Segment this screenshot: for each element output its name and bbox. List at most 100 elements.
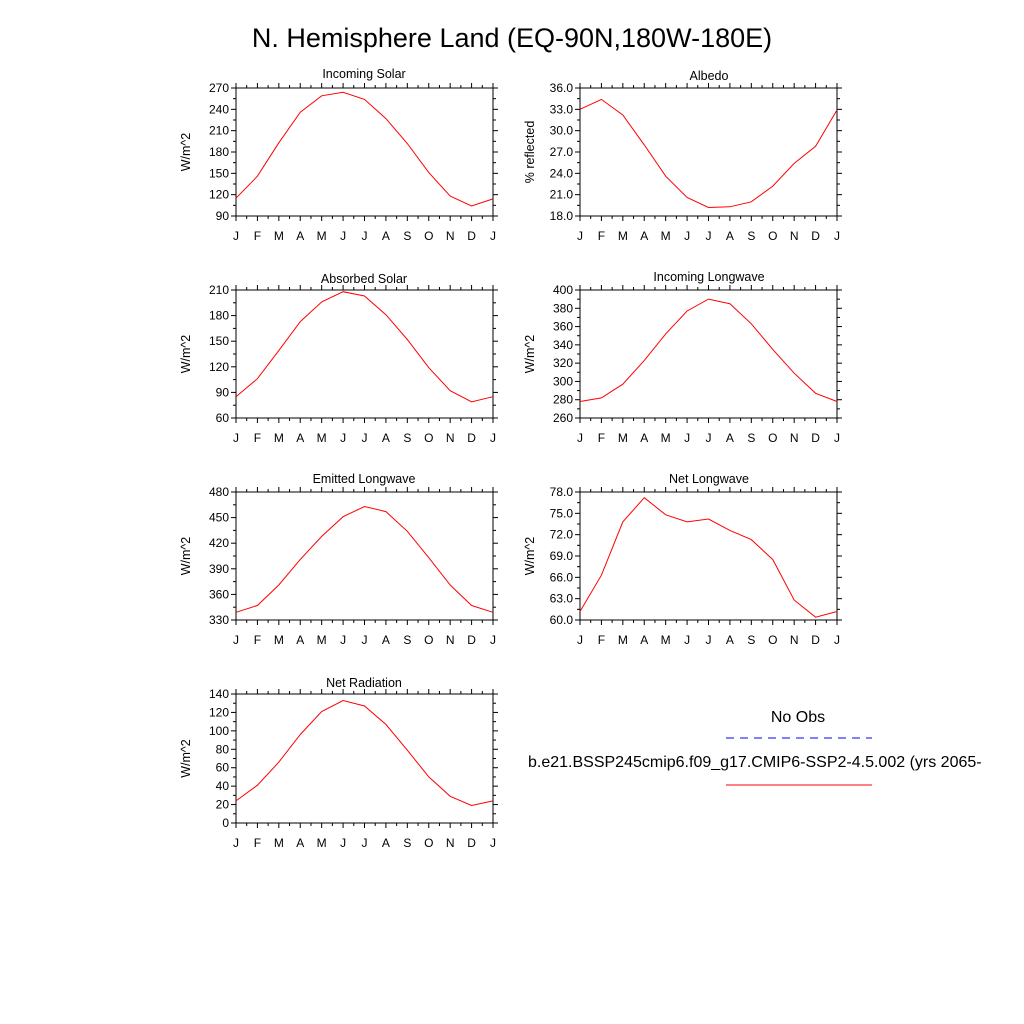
emitted-longwave-xtick-label: N bbox=[446, 633, 455, 647]
net-radiation-xtick-label: O bbox=[424, 836, 433, 850]
absorbed-solar-xtick-label: F bbox=[254, 431, 261, 445]
incoming-longwave-xtick-label: D bbox=[811, 431, 820, 445]
emitted-longwave-ytick-label: 480 bbox=[209, 485, 229, 499]
albedo-ylabel: % reflected bbox=[523, 121, 537, 184]
net-radiation-ytick-label: 140 bbox=[209, 687, 229, 701]
absorbed-solar-xtick-label: O bbox=[424, 431, 433, 445]
incoming-longwave-xtick-label: S bbox=[747, 431, 755, 445]
emitted-longwave-xtick-label: O bbox=[424, 633, 433, 647]
absorbed-solar-xtick-label: S bbox=[403, 431, 411, 445]
net-longwave-xtick-label: F bbox=[598, 633, 605, 647]
net-radiation-ytick-label: 120 bbox=[209, 705, 229, 719]
absorbed-solar-ytick-label: 90 bbox=[216, 385, 230, 399]
absorbed-solar-ytick-label: 210 bbox=[209, 283, 229, 297]
albedo-ytick-label: 24.0 bbox=[550, 166, 574, 180]
albedo-xtick-label: J bbox=[834, 229, 840, 243]
emitted-longwave-xtick-label: J bbox=[233, 633, 239, 647]
net-longwave-ytick-label: 72.0 bbox=[550, 528, 574, 542]
absorbed-solar-xtick-label: J bbox=[490, 431, 496, 445]
incoming-longwave-xtick-label: A bbox=[726, 431, 734, 445]
emitted-longwave-series-line bbox=[235, 505, 494, 613]
albedo-ytick-label: 33.0 bbox=[550, 102, 574, 116]
incoming-solar-xtick-label: A bbox=[296, 229, 304, 243]
absorbed-solar-ytick-label: 180 bbox=[209, 309, 229, 323]
incoming-solar-ylabel: W/m^2 bbox=[179, 133, 193, 172]
incoming-longwave-xtick-label: O bbox=[768, 431, 777, 445]
incoming-longwave-series-line bbox=[579, 298, 838, 402]
net-longwave-xtick-label: O bbox=[768, 633, 777, 647]
albedo-series-line bbox=[579, 98, 838, 209]
emitted-longwave-ytick-label: 450 bbox=[209, 511, 229, 525]
emitted-longwave-xtick-label: F bbox=[254, 633, 261, 647]
net-longwave-ytick-label: 63.0 bbox=[550, 592, 574, 606]
emitted-longwave-ytick-label: 420 bbox=[209, 536, 229, 550]
albedo-xtick-label: A bbox=[726, 229, 734, 243]
net-longwave-ytick-label: 69.0 bbox=[550, 549, 574, 563]
incoming-solar-ytick-label: 270 bbox=[209, 81, 229, 95]
net-radiation-xtick-label: M bbox=[317, 836, 327, 850]
net-radiation-ytick-label: 100 bbox=[209, 724, 229, 738]
net-longwave-xtick-label: N bbox=[790, 633, 799, 647]
incoming-solar-xtick-label: J bbox=[340, 229, 346, 243]
incoming-solar-ytick-label: 120 bbox=[209, 188, 229, 202]
absorbed-solar-frame bbox=[235, 289, 494, 419]
incoming-longwave-ytick-label: 360 bbox=[553, 320, 573, 334]
absorbed-solar-series-line bbox=[235, 291, 494, 403]
emitted-longwave-ylabel: W/m^2 bbox=[179, 537, 193, 576]
incoming-solar-xtick-label: J bbox=[490, 229, 496, 243]
albedo-xtick-label: J bbox=[684, 229, 690, 243]
net-radiation-xtick-label: D bbox=[467, 836, 476, 850]
net-longwave-xtick-label: D bbox=[811, 633, 820, 647]
incoming-solar-title: Incoming Solar bbox=[322, 67, 405, 81]
emitted-longwave-xtick-label: J bbox=[362, 633, 368, 647]
incoming-solar-xtick-label: D bbox=[467, 229, 476, 243]
net-radiation-ytick-label: 0 bbox=[222, 816, 229, 830]
albedo-ytick-label: 21.0 bbox=[550, 188, 574, 202]
net-longwave-title: Net Longwave bbox=[669, 472, 749, 486]
net-longwave-xtick-label: J bbox=[706, 633, 712, 647]
absorbed-solar-xtick-label: D bbox=[467, 431, 476, 445]
incoming-solar-frame bbox=[235, 87, 494, 217]
incoming-longwave-xtick-label: M bbox=[661, 431, 671, 445]
incoming-longwave-ytick-label: 320 bbox=[553, 356, 573, 370]
emitted-longwave-xtick-label: A bbox=[296, 633, 304, 647]
net-longwave-xtick-label: A bbox=[726, 633, 734, 647]
legend: No Obs b.e21.BSSP245cmip6.f09_g17.CMIP6-… bbox=[528, 709, 982, 786]
absorbed-solar-ylabel: W/m^2 bbox=[179, 335, 193, 374]
absorbed-solar-xtick-label: J bbox=[362, 431, 368, 445]
incoming-longwave-xtick-label: J bbox=[834, 431, 840, 445]
net-longwave-ytick-label: 60.0 bbox=[550, 613, 574, 627]
net-radiation-xtick-label: F bbox=[254, 836, 261, 850]
net-radiation-title: Net Radiation bbox=[326, 676, 402, 690]
emitted-longwave-ytick-label: 330 bbox=[209, 613, 229, 627]
absorbed-solar-xtick-label: A bbox=[296, 431, 304, 445]
emitted-longwave-frame bbox=[235, 491, 494, 621]
legend-model-label: b.e21.BSSP245cmip6.f09_g17.CMIP6-SSP2-4.… bbox=[528, 754, 982, 771]
net-longwave-xtick-label: M bbox=[661, 633, 671, 647]
net-longwave-xtick-label: S bbox=[747, 633, 755, 647]
net-radiation-xtick-label: S bbox=[403, 836, 411, 850]
incoming-solar-series-line bbox=[235, 91, 494, 207]
incoming-longwave-ytick-label: 380 bbox=[553, 301, 573, 315]
net-radiation-xtick-label: J bbox=[362, 836, 368, 850]
albedo-xtick-label: O bbox=[768, 229, 777, 243]
emitted-longwave-xtick-label: A bbox=[382, 633, 390, 647]
emitted-longwave-ytick-label: 360 bbox=[209, 587, 229, 601]
emitted-longwave-xtick-label: D bbox=[467, 633, 476, 647]
albedo-xtick-label: M bbox=[661, 229, 671, 243]
emitted-longwave-xtick-label: J bbox=[340, 633, 346, 647]
incoming-solar-xtick-label: O bbox=[424, 229, 433, 243]
net-radiation-xtick-label: M bbox=[274, 836, 284, 850]
net-radiation-ytick-label: 20 bbox=[216, 798, 230, 812]
incoming-solar-xtick-label: A bbox=[382, 229, 390, 243]
emitted-longwave-xtick-label: M bbox=[274, 633, 284, 647]
incoming-solar-xtick-label: N bbox=[446, 229, 455, 243]
absorbed-solar-xtick-label: J bbox=[233, 431, 239, 445]
net-longwave-frame bbox=[579, 491, 838, 621]
net-longwave-ytick-label: 66.0 bbox=[550, 570, 574, 584]
